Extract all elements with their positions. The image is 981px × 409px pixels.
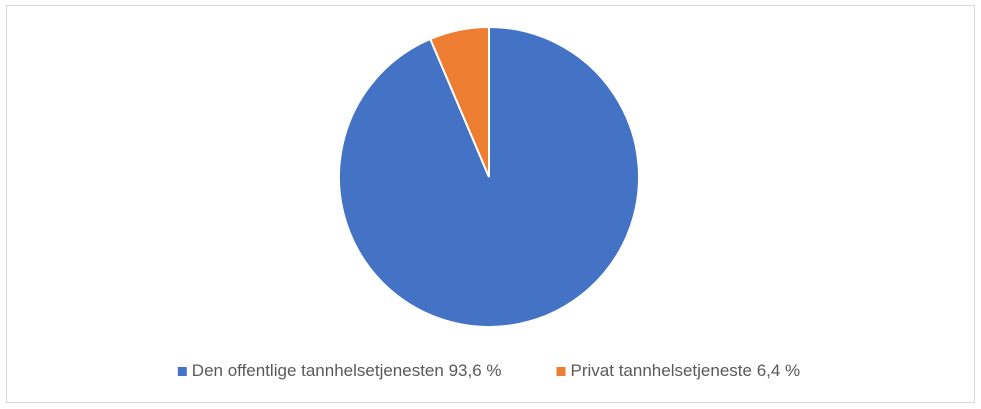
legend-value: 93,6 %: [449, 361, 502, 380]
legend-value: 6,4 %: [757, 361, 800, 380]
legend-label: Privat tannhelsetjeneste 6,4 %: [571, 361, 801, 380]
legend-swatch: [556, 367, 566, 376]
legend-swatch: [177, 367, 187, 376]
pie-slice: [428, 25, 490, 178]
legend-category: Den offentlige tannhelsetjenesten: [192, 361, 444, 380]
legend-label: Den offentlige tannhelsetjenesten 93,6 %: [192, 361, 502, 380]
legend-category: Privat tannhelsetjeneste: [571, 361, 752, 380]
